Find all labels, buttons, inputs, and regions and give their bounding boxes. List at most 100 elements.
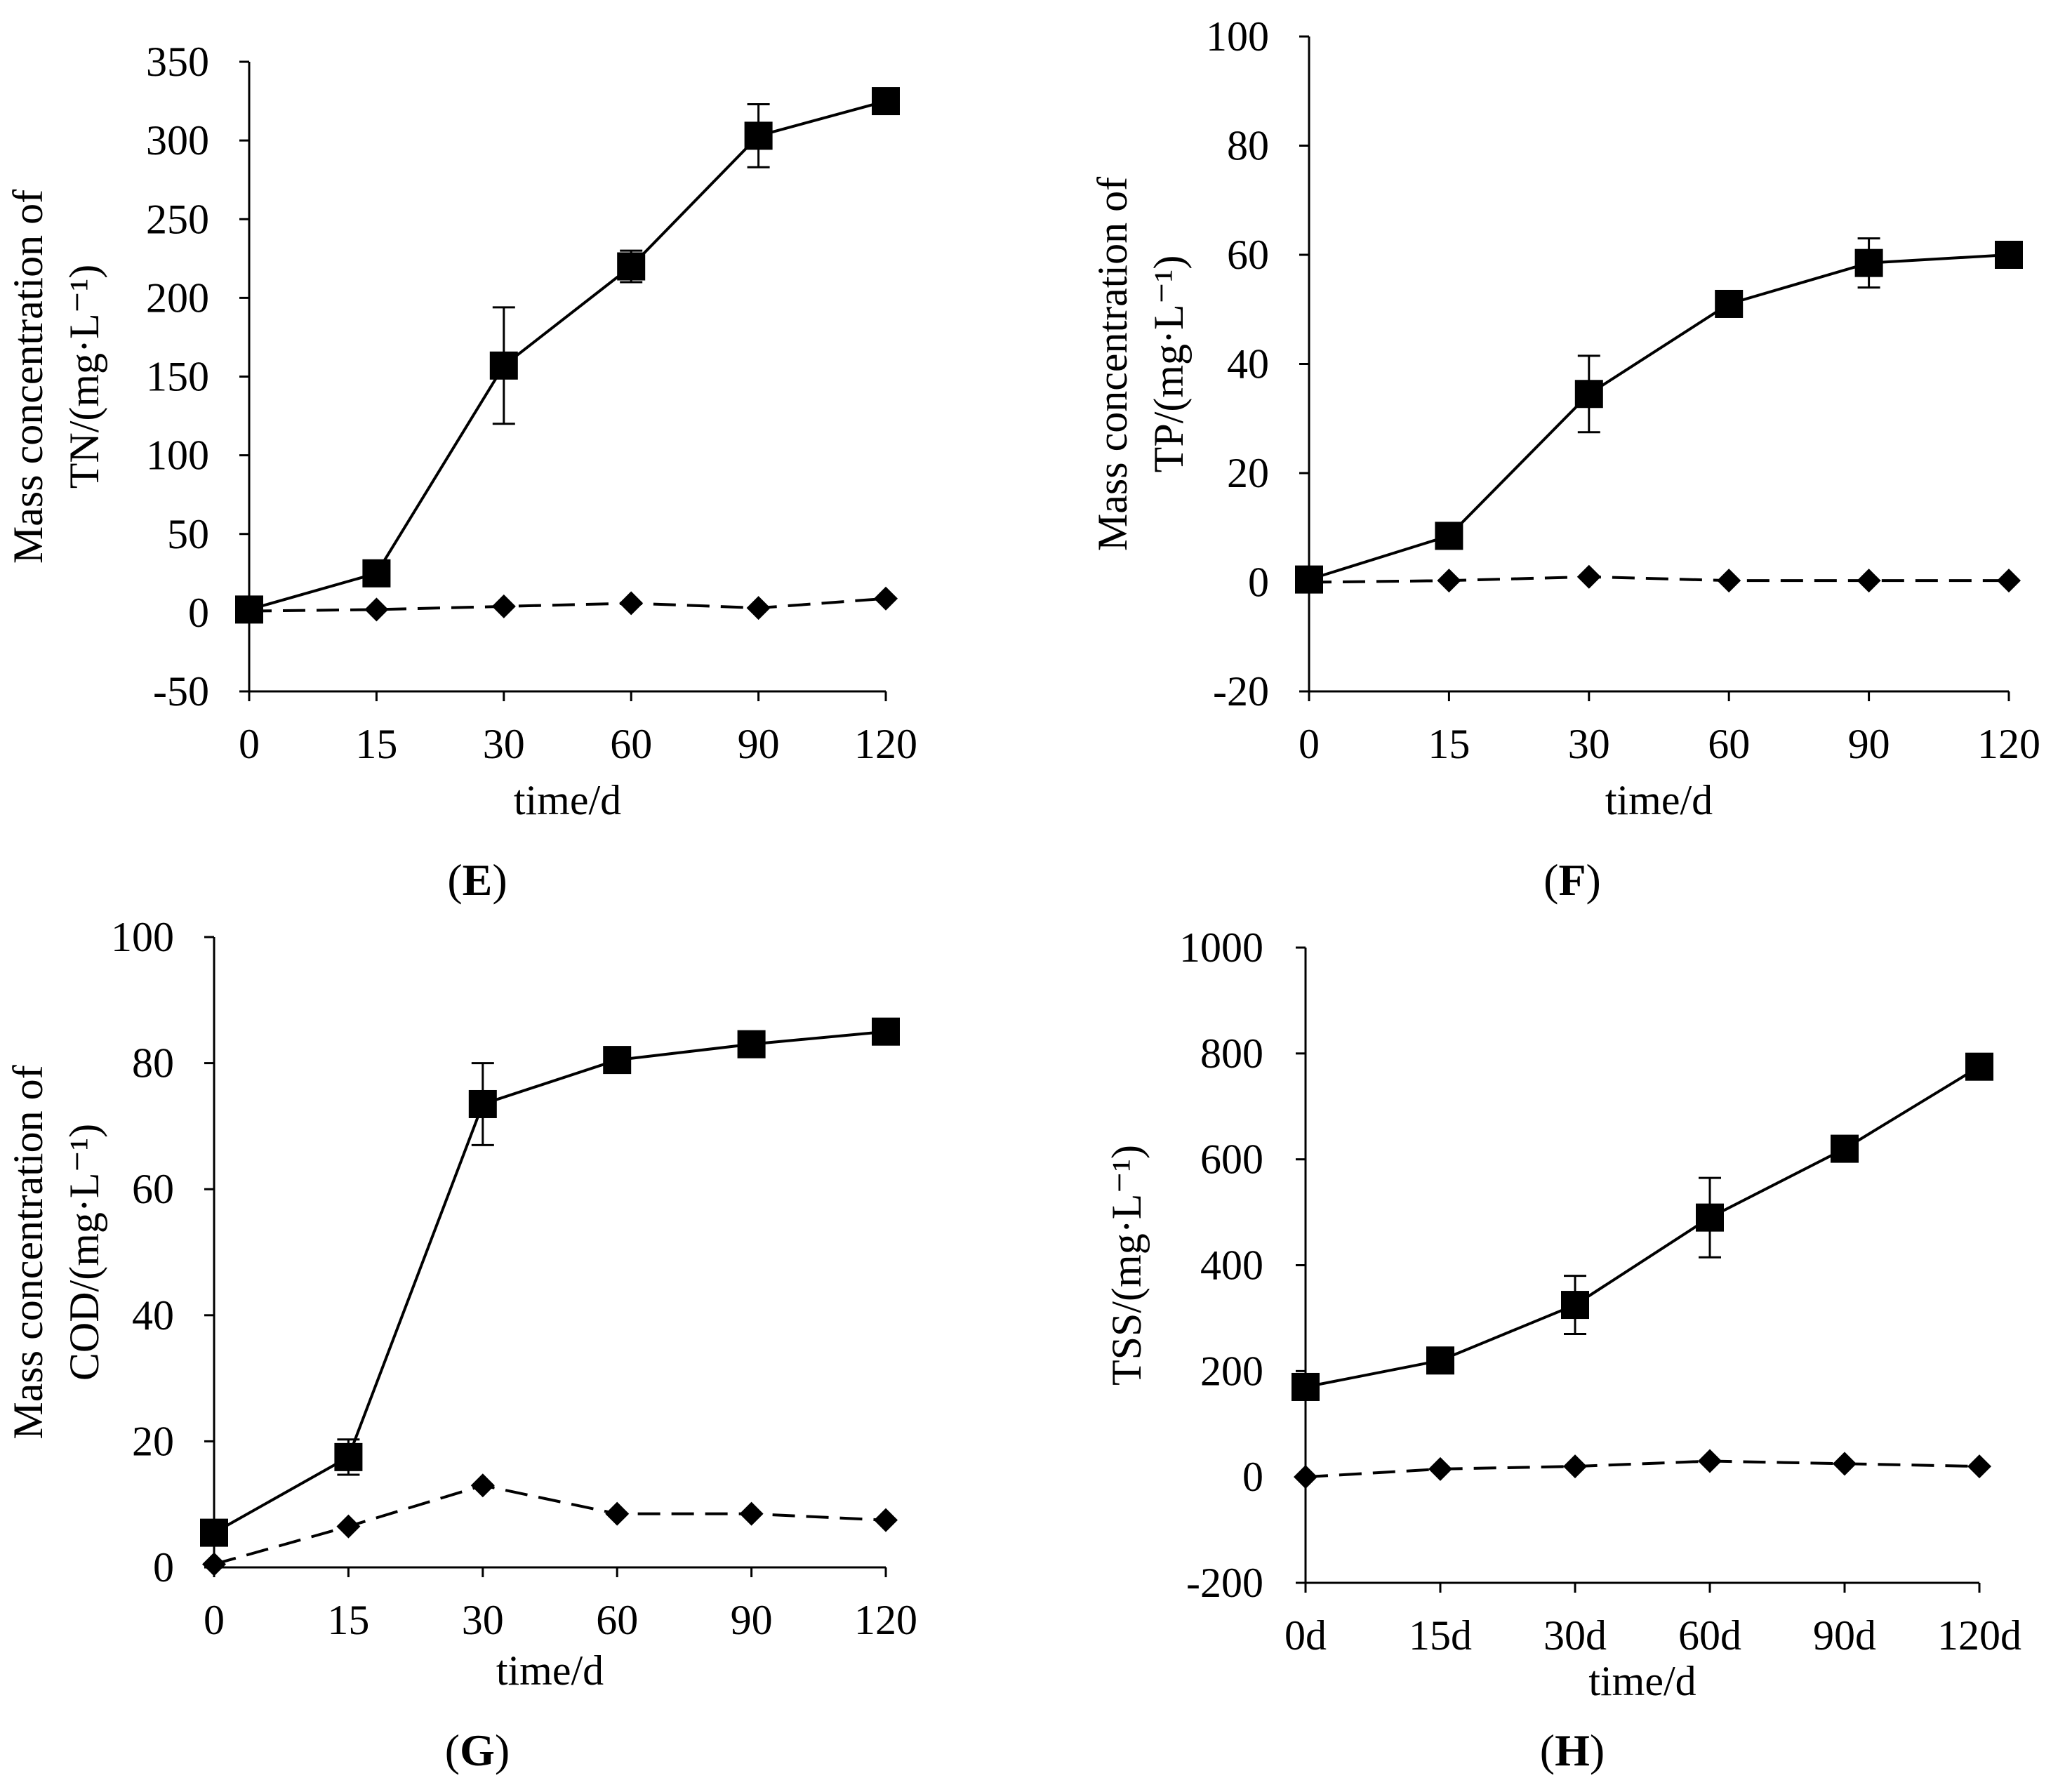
data-point-square [1965,1052,1993,1081]
data-point-square [1292,1372,1320,1401]
x-tick-label: 90 [738,721,780,767]
y-tick-label: 20 [132,1418,174,1464]
data-point-diamond [605,1501,630,1526]
x-tick-label: 30 [462,1597,504,1643]
data-point-square [489,351,518,380]
y-tick-label: 80 [1227,123,1269,169]
y-tick-label: 80 [132,1040,174,1087]
data-point-square [334,1442,363,1471]
x-tick-label: 90 [731,1597,773,1643]
y-tick-label: -200 [1186,1560,1263,1606]
x-tick-label: 30 [483,721,525,767]
data-point-diamond [1428,1456,1452,1481]
series-line-squares-solid [213,1030,887,1534]
data-point-square [1715,289,1744,318]
data-point-diamond [364,597,389,622]
data-point-diamond [619,591,644,616]
data-point-square [1435,522,1463,550]
y-tick-label: 40 [1227,341,1269,387]
series-line-squares-solid [248,100,887,611]
data-point-diamond [336,1514,361,1539]
panel-label-h: (H) [1540,1725,1605,1775]
y-tick-label: 40 [132,1292,174,1339]
data-point-square [1995,241,2023,269]
y-tick-label: 100 [111,914,174,960]
y-tick-label: 0 [1248,559,1269,606]
y-tick-label: 0 [153,1544,174,1591]
x-tick-label: 60 [610,721,652,767]
y-axis-title: COD/(mg·L⁻¹) [61,1124,107,1381]
x-axis-title: time/d [1588,1658,1696,1704]
y-tick-label: 50 [167,511,209,557]
y-axis-title: Mass concentration of [5,190,51,564]
data-point-square [603,1046,632,1075]
x-tick-label: 60 [596,1597,638,1643]
y-axis-title: Mass concentration of [1089,177,1136,551]
series-line-diamonds-dashed [213,1484,887,1566]
x-tick-label: 15d [1409,1612,1472,1659]
data-point-diamond [1294,1465,1317,1489]
x-tick-label: 90 [1848,721,1890,767]
y-tick-label: 1000 [1179,924,1263,971]
data-point-square [744,121,773,150]
panel-label-g: (G) [445,1725,510,1775]
x-tick-label: 120d [1937,1612,2021,1659]
y-tick-label: 350 [146,39,209,85]
x-tick-label: 0 [1299,721,1320,767]
series-line-diamonds-dashed [1305,1459,1980,1479]
data-point-diamond [1698,1449,1722,1473]
x-tick-label: 90d [1813,1612,1876,1659]
x-tick-label: 30 [1568,721,1610,767]
data-point-square [1426,1346,1454,1375]
y-tick-label: 150 [146,354,209,400]
y-tick-label: 800 [1200,1030,1263,1077]
data-point-diamond [1297,570,1321,595]
y-tick-label: -20 [1213,668,1269,715]
x-tick-label: 60 [1708,721,1750,767]
chart-panel-g: 0 20 40 60 80 100 0 15 30 60 90 120 time/d Mass conce… [5,914,917,1694]
data-point-square [1574,380,1603,409]
x-tick-label: 0d [1284,1612,1327,1659]
data-point-square [362,559,391,588]
data-point-diamond [1967,1454,1991,1479]
data-point-diamond [1437,569,1461,593]
data-point-diamond [1576,564,1601,589]
x-axis-title: time/d [514,777,621,823]
y-axis-title: TN/(mg·L⁻¹) [61,265,107,489]
data-point-diamond [202,1552,226,1577]
data-point-diamond [1833,1452,1857,1476]
x-axis-title: time/d [496,1647,604,1694]
data-point-square [200,1518,228,1547]
y-tick-label: 20 [1227,450,1269,496]
data-point-square [1561,1291,1589,1320]
data-point-diamond [237,599,261,623]
data-point-square [1696,1203,1724,1232]
y-tick-label: 60 [132,1166,174,1212]
x-tick-label: 60d [1678,1612,1741,1659]
y-tick-label: 200 [1200,1348,1263,1394]
data-point-diamond [874,586,898,611]
x-tick-label: 15 [1428,721,1470,767]
series-line-squares-solid [1308,253,2010,581]
x-axis-title: time/d [1605,777,1713,823]
data-point-diamond [1997,569,2021,593]
series-line-diamonds-dashed [1308,575,2009,584]
y-tick-label: 300 [146,117,209,164]
x-tick-label: 30d [1543,1612,1607,1659]
data-point-diamond [1563,1454,1587,1479]
data-point-diamond [470,1473,495,1498]
series-line-squares-solid [1305,1065,1981,1388]
x-tick-label: 120 [854,1597,917,1643]
data-point-square [1854,248,1883,277]
data-point-square [872,1017,900,1046]
y-tick-label: 0 [1242,1454,1263,1500]
y-tick-label: 250 [146,196,209,242]
data-point-square [617,252,646,281]
y-tick-label: 0 [188,590,209,636]
data-point-diamond [491,594,516,618]
panel-label-e: (E) [447,855,507,905]
y-tick-label: 400 [1200,1242,1263,1289]
panel-label-f: (F) [1543,855,1601,905]
series-line-diamonds-dashed [248,597,887,613]
